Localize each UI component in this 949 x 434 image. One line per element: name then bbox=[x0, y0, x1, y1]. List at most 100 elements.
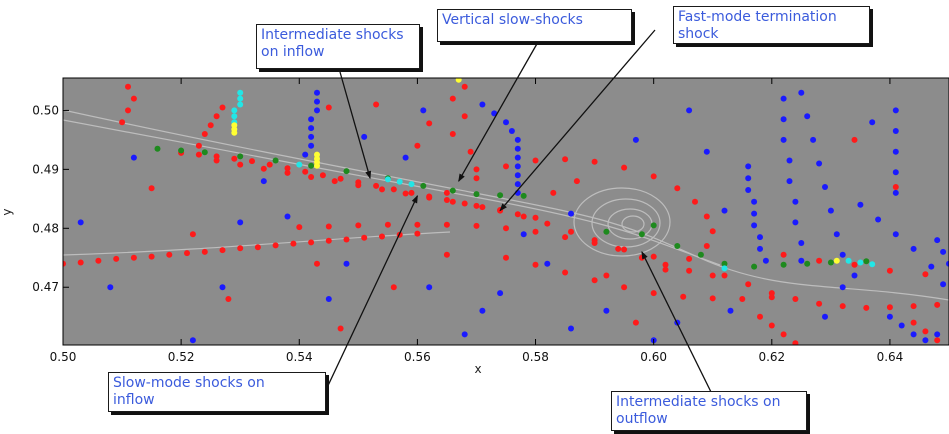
data-point bbox=[709, 272, 716, 279]
data-point bbox=[757, 313, 763, 320]
data-point bbox=[414, 142, 421, 149]
data-point bbox=[325, 237, 332, 244]
data-point bbox=[314, 260, 320, 267]
data-point bbox=[780, 95, 787, 102]
data-point bbox=[514, 136, 521, 143]
data-point bbox=[473, 191, 480, 198]
data-point bbox=[337, 175, 344, 182]
data-point bbox=[414, 221, 421, 228]
data-point bbox=[290, 240, 297, 247]
data-point bbox=[443, 197, 450, 203]
data-point bbox=[780, 116, 787, 123]
data-point bbox=[426, 120, 433, 127]
data-point bbox=[751, 263, 758, 270]
data-point bbox=[721, 207, 728, 214]
data-point bbox=[757, 245, 763, 252]
annotation-arrow bbox=[339, 71, 372, 180]
data-point bbox=[768, 290, 775, 297]
data-point bbox=[237, 153, 244, 160]
annotation-text: Vertical slow-shocks bbox=[442, 12, 583, 28]
data-point bbox=[195, 142, 202, 149]
data-point bbox=[314, 151, 320, 158]
data-point bbox=[562, 269, 569, 276]
data-point bbox=[308, 174, 315, 180]
data-point bbox=[851, 272, 858, 279]
data-point bbox=[804, 260, 811, 267]
data-point bbox=[231, 155, 238, 162]
data-point bbox=[816, 257, 823, 264]
data-point bbox=[650, 253, 657, 260]
data-point bbox=[709, 295, 716, 302]
data-point bbox=[745, 187, 752, 193]
data-point bbox=[751, 222, 758, 229]
data-point bbox=[266, 161, 273, 168]
data-point bbox=[532, 157, 539, 164]
data-point bbox=[892, 169, 899, 176]
annotation-text: Slow-mode shocks on inflow bbox=[113, 375, 265, 408]
data-point bbox=[739, 296, 746, 302]
data-point bbox=[361, 234, 368, 241]
data-point bbox=[520, 213, 527, 220]
data-point bbox=[568, 228, 574, 235]
data-point bbox=[786, 178, 793, 185]
data-point bbox=[568, 210, 574, 217]
data-point bbox=[473, 166, 480, 173]
data-point bbox=[520, 192, 527, 199]
data-point bbox=[189, 231, 196, 238]
field-line-contours bbox=[63, 109, 949, 301]
data-point bbox=[827, 259, 834, 266]
data-point bbox=[591, 277, 598, 284]
data-point bbox=[95, 257, 102, 264]
data-point bbox=[343, 168, 350, 175]
data-point bbox=[827, 207, 834, 214]
data-point bbox=[473, 175, 480, 182]
data-point bbox=[213, 153, 220, 160]
data-point bbox=[308, 162, 315, 169]
data-point bbox=[390, 186, 397, 193]
data-point bbox=[107, 284, 114, 291]
data-point bbox=[757, 234, 763, 241]
annotation-arrow bbox=[641, 251, 712, 393]
data-point bbox=[603, 307, 610, 314]
data-point bbox=[308, 133, 315, 140]
data-point bbox=[408, 189, 415, 196]
data-point bbox=[125, 83, 131, 90]
data-point bbox=[449, 131, 456, 137]
data-point bbox=[940, 281, 947, 288]
annotation-intermediate-inflow: Intermediate shocks on inflow bbox=[256, 24, 420, 69]
contour-line bbox=[63, 109, 949, 301]
data-point bbox=[845, 257, 852, 264]
data-point bbox=[680, 293, 687, 300]
data-point bbox=[621, 246, 628, 253]
data-point bbox=[632, 319, 639, 326]
data-point bbox=[875, 216, 882, 223]
data-point bbox=[632, 136, 639, 143]
data-point bbox=[201, 131, 208, 137]
data-point bbox=[77, 259, 84, 266]
data-point bbox=[119, 119, 126, 126]
data-point bbox=[379, 233, 385, 240]
annotation-arrow bbox=[324, 194, 418, 393]
data-point bbox=[839, 303, 846, 310]
data-point bbox=[762, 257, 769, 264]
data-point bbox=[455, 78, 462, 83]
data-point bbox=[745, 163, 752, 170]
data-point bbox=[272, 242, 279, 249]
contour-loop bbox=[573, 187, 671, 257]
data-point bbox=[709, 228, 716, 235]
data-point bbox=[449, 187, 456, 194]
data-point bbox=[910, 319, 917, 326]
y-tick-label: 0.49 bbox=[32, 162, 59, 176]
data-point bbox=[650, 222, 657, 229]
data-point bbox=[314, 107, 320, 114]
data-point bbox=[886, 267, 893, 274]
data-point bbox=[237, 89, 244, 96]
data-point bbox=[284, 213, 291, 220]
data-point bbox=[154, 145, 161, 152]
data-point bbox=[851, 261, 858, 268]
data-point bbox=[308, 116, 315, 123]
annotation-text: Fast-mode termination shock bbox=[678, 9, 837, 42]
data-point bbox=[751, 210, 758, 217]
data-point bbox=[314, 98, 320, 105]
